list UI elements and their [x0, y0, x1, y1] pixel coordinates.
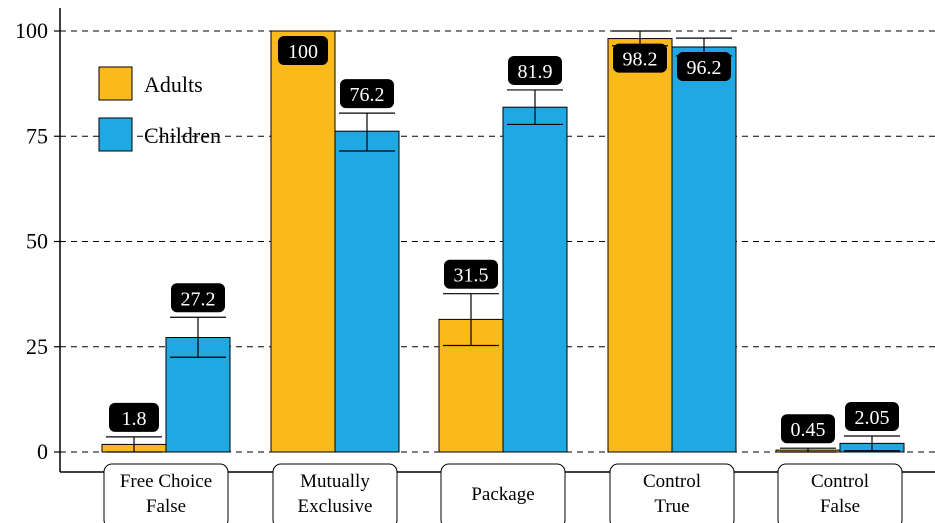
data-label: 100 — [288, 41, 318, 63]
data-label-box — [171, 283, 225, 313]
category-label: True — [654, 496, 689, 517]
axes: 0 25 50 75 100 Free Choice False Mutually Exclus… — [15, 8, 935, 523]
category-box — [272, 463, 398, 523]
data-label-group: 96.2 — [677, 51, 731, 81]
category-label: Exclusive — [298, 496, 373, 517]
data-label-box — [508, 55, 562, 85]
y-tick-label: 100 — [15, 18, 48, 43]
bar-children-2 — [502, 106, 568, 453]
data-label-group: 100 — [278, 36, 328, 65]
data-label-group: 98.2 — [613, 43, 667, 73]
data-label: 98.2 — [623, 49, 658, 71]
data-label-box — [613, 43, 667, 73]
data-label: 27.2 — [181, 288, 216, 310]
data-label-box — [278, 36, 328, 65]
data-label-box — [677, 51, 731, 81]
data-labels: 1.8 100 31.5 98.2 0.45 27.2 76.2 81.9 96.2 2.05 — [109, 36, 899, 444]
category-box — [440, 463, 566, 523]
y-tick-label: 0 — [37, 439, 48, 464]
category-box — [777, 463, 903, 523]
data-label-group: 81.9 — [508, 55, 562, 85]
category-label: False — [146, 496, 186, 517]
data-label: 81.9 — [518, 61, 553, 83]
category-box — [609, 463, 735, 523]
data-label: 76.2 — [350, 84, 385, 106]
data-label: 2.05 — [855, 407, 890, 429]
data-label-box — [444, 259, 498, 289]
data-label: 31.5 — [454, 265, 489, 287]
y-tick-label: 75 — [26, 123, 48, 148]
data-label: 96.2 — [687, 57, 722, 79]
bar-children-3 — [671, 46, 737, 453]
x-category: Control True — [609, 463, 735, 523]
legend: Adults Children — [98, 66, 221, 152]
bars — [101, 30, 905, 453]
data-label-group: 2.05 — [845, 402, 899, 432]
data-label-box — [340, 79, 394, 109]
data-label-group: 27.2 — [171, 283, 225, 313]
bar-children-1 — [334, 130, 400, 453]
category-label: False — [820, 496, 860, 517]
x-category: Free Choice False — [103, 463, 229, 523]
legend-label-children: Children — [144, 123, 221, 148]
y-tick-label: 50 — [26, 229, 48, 254]
x-category: Mutually Exclusive — [272, 463, 398, 523]
legend-swatch-children — [98, 117, 133, 152]
data-label-box — [781, 414, 835, 444]
data-label-group: 1.8 — [109, 402, 159, 432]
category-label: Control — [811, 471, 869, 492]
category-box — [103, 463, 229, 523]
x-category: Control False — [777, 463, 903, 523]
data-label-group: 76.2 — [340, 79, 394, 109]
legend-swatch-adults — [98, 66, 133, 101]
category-label: Free Choice — [120, 471, 212, 492]
data-label-box — [845, 402, 899, 432]
x-category: Package — [440, 463, 566, 523]
bar-adults-3 — [607, 38, 673, 453]
bar-adults-1 — [270, 30, 336, 453]
category-label: Package — [471, 484, 534, 505]
category-label: Mutually — [300, 471, 370, 492]
data-label-box — [109, 402, 159, 432]
data-label-group: 0.45 — [781, 414, 835, 444]
data-label: 0.45 — [791, 419, 826, 441]
y-tick-label: 25 — [26, 334, 48, 359]
category-label: Control — [643, 471, 701, 492]
data-label: 1.8 — [122, 408, 147, 430]
legend-label-adults: Adults — [144, 72, 203, 97]
data-label-group: 31.5 — [444, 259, 498, 289]
